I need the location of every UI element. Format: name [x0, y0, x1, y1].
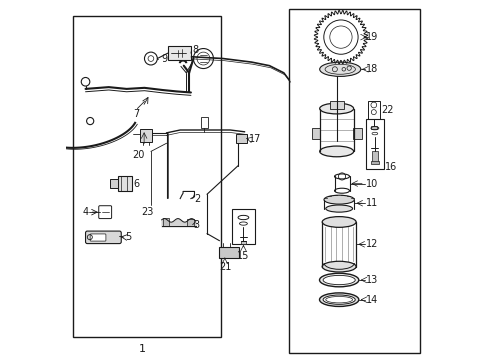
Text: 23: 23 — [141, 207, 153, 217]
Text: 16: 16 — [384, 162, 396, 172]
Bar — [201, 117, 207, 128]
Ellipse shape — [324, 195, 354, 204]
Text: 11: 11 — [365, 198, 377, 208]
Ellipse shape — [319, 62, 360, 76]
Text: 6: 6 — [133, 179, 139, 189]
Bar — [329, 102, 343, 109]
Ellipse shape — [322, 217, 355, 227]
Text: 12: 12 — [365, 239, 377, 249]
Bar — [240, 241, 246, 244]
Bar — [231, 208, 255, 244]
Text: 4: 4 — [82, 207, 88, 217]
Bar — [365, 119, 383, 169]
Text: 15: 15 — [237, 251, 249, 261]
Ellipse shape — [323, 275, 354, 285]
Text: 19: 19 — [365, 32, 377, 42]
Text: 18: 18 — [365, 64, 377, 74]
Ellipse shape — [319, 293, 358, 306]
FancyBboxPatch shape — [85, 231, 121, 244]
Bar — [110, 179, 118, 188]
Ellipse shape — [323, 295, 354, 304]
Bar — [353, 128, 361, 139]
Bar — [288, 9, 419, 353]
Ellipse shape — [325, 205, 352, 212]
Bar — [73, 16, 221, 337]
Text: 22: 22 — [380, 105, 393, 115]
Text: 2: 2 — [193, 194, 200, 203]
Text: 8: 8 — [192, 45, 199, 55]
Ellipse shape — [319, 273, 358, 287]
Bar — [370, 126, 376, 129]
Text: 20: 20 — [132, 150, 144, 160]
Text: 14: 14 — [365, 295, 377, 305]
Bar — [140, 129, 152, 142]
Text: 17: 17 — [248, 134, 261, 144]
Text: 7: 7 — [133, 109, 139, 119]
Text: 5: 5 — [124, 232, 131, 242]
Bar — [219, 247, 239, 257]
Ellipse shape — [319, 103, 353, 114]
Bar — [167, 46, 190, 60]
Text: 13: 13 — [365, 275, 377, 285]
Text: 9: 9 — [162, 54, 167, 64]
Bar — [371, 152, 377, 162]
Bar — [311, 128, 319, 139]
Bar — [163, 217, 168, 226]
Text: 10: 10 — [365, 179, 377, 189]
Ellipse shape — [319, 146, 353, 157]
Text: 1: 1 — [139, 343, 146, 354]
Text: 21: 21 — [219, 262, 232, 272]
Bar — [235, 134, 246, 143]
Text: 3: 3 — [193, 220, 200, 230]
Bar — [186, 219, 193, 226]
Bar — [118, 176, 132, 191]
FancyBboxPatch shape — [90, 234, 106, 241]
Bar — [367, 102, 380, 119]
Bar — [370, 161, 378, 164]
Ellipse shape — [322, 261, 355, 272]
